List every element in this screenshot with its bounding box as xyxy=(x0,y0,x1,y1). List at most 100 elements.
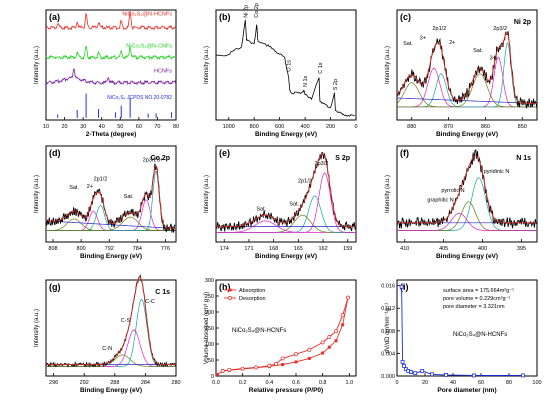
peak-annotation: Sat. xyxy=(289,202,299,208)
raw-data-line xyxy=(45,274,177,368)
x-tick-label: 410 xyxy=(400,246,409,252)
panel-title: N 1s xyxy=(516,155,531,162)
x-tick-label: 30 xyxy=(80,124,86,130)
data-point xyxy=(307,356,311,360)
peak-annotation: 3+ xyxy=(490,56,496,62)
data-point xyxy=(294,352,298,357)
panel-a: (a) Intensity (a.u.) 2-Theta (degree) 10 20 3… xyxy=(34,9,179,138)
y-tick-label: 0.016 xyxy=(381,284,395,290)
x-tick-label: 10 xyxy=(43,124,49,130)
y-axis-label: Intensity (a.u.) xyxy=(385,46,391,84)
peak-annotation: N 1s xyxy=(303,75,309,87)
x-tick-label: 288 xyxy=(110,380,119,386)
y-tick-label: 250 xyxy=(205,294,214,300)
data-point xyxy=(334,329,338,334)
x-tick-label: 80 xyxy=(506,380,512,386)
data-point xyxy=(274,361,278,366)
x-tick-label: 20 xyxy=(62,124,68,130)
series-label: HCNFs xyxy=(154,69,172,75)
series-line-0 xyxy=(215,19,355,117)
fit-component-1 xyxy=(216,214,356,233)
envelope-fit-line xyxy=(396,31,537,104)
peak-annotation: Co 2p xyxy=(254,3,260,18)
x-axis-label: Binding Energy (eV) xyxy=(436,253,498,260)
data-point xyxy=(320,340,325,345)
legend-marker xyxy=(228,296,232,300)
peak-annotation: graphitic N xyxy=(427,198,453,204)
peak-annotation: 3+ xyxy=(157,157,163,163)
x-tick-label: 200 xyxy=(326,124,335,130)
y-axis-label: Intensity (a.u.) xyxy=(34,46,40,84)
x-tick-label: 292 xyxy=(80,380,89,386)
data-point xyxy=(472,373,476,378)
x-tick-label: 100 xyxy=(532,380,541,386)
plot-frame xyxy=(396,145,538,243)
peak-annotation: O 1s xyxy=(286,60,292,72)
data-point xyxy=(430,372,434,377)
series-line-2 xyxy=(45,68,177,86)
panel-e: (e)Intensity (a.u.)Binding Energy (eV)17… xyxy=(204,145,357,260)
fit-component-3 xyxy=(216,172,356,233)
sample-label: NiCo₂S₄@N-HCNFs xyxy=(453,332,507,338)
x-tick-label: 600 xyxy=(275,124,284,130)
x-tick-label: 40 xyxy=(99,124,105,130)
x-axis-label: Binding Energy (eV) xyxy=(436,131,498,138)
data-point xyxy=(254,365,258,370)
legend-label: Desorption xyxy=(239,296,266,302)
series-line-1 xyxy=(222,297,349,372)
y-tick-label: 300 xyxy=(205,278,214,284)
panel-h: (h) Volume absorbed (cm³ g⁻¹) Relative pre… xyxy=(204,278,357,394)
panel-i: (i) dV/dD cm³nm⁻¹g⁻¹ Pore diameter (nm) 0 20… xyxy=(381,279,542,394)
x-tick-label: 60 xyxy=(136,124,142,130)
data-point xyxy=(281,362,285,366)
y-tick-label: 150 xyxy=(205,326,214,332)
data-point xyxy=(409,370,413,374)
panel-d: (d)Intensity (a.u.)Binding Energy (eV)80… xyxy=(34,145,177,260)
panel-title: Co 2p xyxy=(151,155,170,162)
x-tick-label: 800 xyxy=(77,246,86,252)
data-point xyxy=(399,284,404,289)
peak-annotation: 2p1/2 xyxy=(298,178,312,184)
legend-label: Absorption xyxy=(239,288,265,294)
peak-annotation: S 2p xyxy=(333,79,339,90)
panel-title: C 1s xyxy=(155,289,170,296)
y-tick-label: 200 xyxy=(205,310,214,316)
x-tick-label: 405 xyxy=(439,246,448,252)
y-axis-label: dV/dD cm³nm⁻¹g⁻¹ xyxy=(385,303,391,353)
peak-annotation: Sat. xyxy=(69,185,79,191)
x-tick-label: 792 xyxy=(105,246,114,252)
envelope-fit-line xyxy=(46,164,176,229)
x-tick-label: 60 xyxy=(478,380,484,386)
x-tick-label: 0.2 xyxy=(239,380,247,386)
x-tick-label: 174 xyxy=(220,246,229,252)
x-axis-label: Binding Energy (eV) xyxy=(255,131,317,138)
data-point xyxy=(327,345,331,349)
data-point xyxy=(413,371,418,376)
panel-label: (h) xyxy=(219,282,231,292)
x-tick-label: 20 xyxy=(422,380,428,386)
data-point xyxy=(521,373,525,378)
x-tick-label: 850 xyxy=(518,124,527,130)
plot-frame xyxy=(45,9,177,121)
sample-label: NiCo₂S₄@N-HCNFs xyxy=(232,328,286,334)
y-tick-label: 0.004 xyxy=(381,351,395,357)
peak-annotation: C-S xyxy=(121,318,131,324)
data-point xyxy=(227,367,232,372)
data-point xyxy=(341,323,345,327)
panel-label: (d) xyxy=(49,148,61,158)
panel-label: (f) xyxy=(400,148,409,158)
data-point xyxy=(240,366,245,371)
peak-annotation: C 1s xyxy=(318,62,324,74)
data-point xyxy=(444,372,448,377)
y-axis-label: Intensity (a.u.) xyxy=(204,46,210,84)
reference-label: NiCo₂S₄ JCPDS NO.20-0782 xyxy=(107,95,172,101)
peak-annotation: 2p1/2 xyxy=(432,26,446,32)
x-axis-label: Binding Energy (eV) xyxy=(80,253,142,260)
plot-frame xyxy=(396,9,538,121)
x-axis-label: Relative pressure (P/P0) xyxy=(249,387,323,394)
panel-label: (i) xyxy=(400,282,409,292)
x-tick-label: 776 xyxy=(161,246,170,252)
peak-annotation: 2p3/2 xyxy=(315,161,329,167)
peak-annotation: Sat. xyxy=(124,194,134,200)
data-point xyxy=(402,363,406,368)
